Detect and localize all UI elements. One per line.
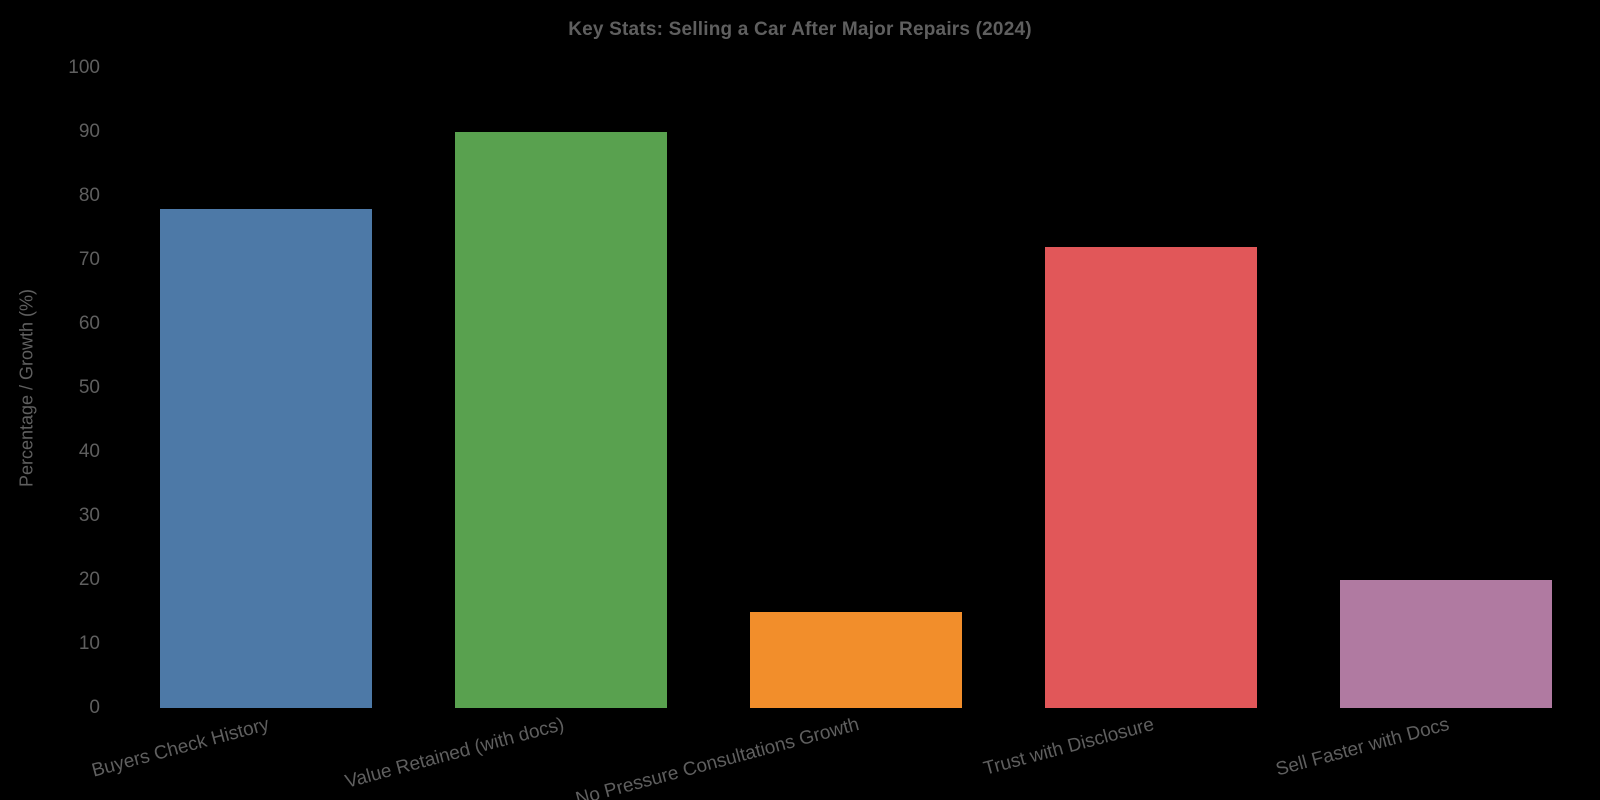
- y-tick-label: 100: [68, 57, 100, 78]
- bar-no-pressure-consultations-growth: [750, 612, 962, 708]
- x-tick-label: Buyers Check History: [89, 714, 272, 782]
- y-tick-label: 70: [78, 249, 100, 270]
- chart-title: Key Stats: Selling a Car After Major Rep…: [568, 19, 1032, 40]
- y-tick-label: 90: [78, 121, 100, 142]
- y-tick-label: 0: [89, 697, 100, 718]
- bar-value-retained-with-docs: [454, 132, 667, 708]
- y-tick-label: 20: [78, 569, 100, 590]
- y-tick-label: 30: [78, 505, 100, 526]
- bar-buyers-check-history: [159, 208, 372, 708]
- x-tick-label: Value Retained (with docs): [342, 714, 567, 793]
- y-tick-label: 60: [78, 313, 100, 334]
- y-tick-label: 50: [78, 377, 100, 398]
- bar-trust-with-disclosure: [1045, 247, 1258, 708]
- y-tick-label: 10: [78, 633, 100, 654]
- bar-sell-faster-with-docs: [1340, 580, 1553, 708]
- y-tick-label: 80: [78, 185, 100, 206]
- y-tick-label: 40: [78, 441, 100, 462]
